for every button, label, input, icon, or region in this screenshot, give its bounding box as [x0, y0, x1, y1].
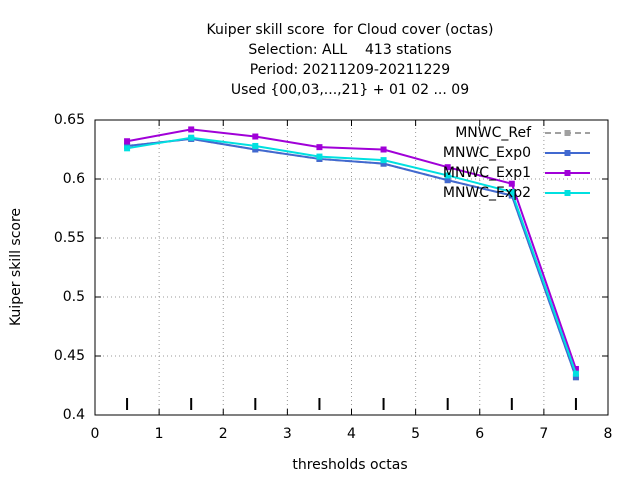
marker: [572, 370, 579, 377]
marker: [444, 177, 451, 184]
marker: [508, 180, 515, 187]
legend-marker: [564, 130, 571, 136]
x-tick-label: 8: [604, 426, 613, 442]
y-tick-label: 0.6: [63, 171, 85, 187]
legend-marker: [564, 150, 571, 156]
marker: [188, 126, 195, 133]
marker: [572, 365, 579, 372]
marker: [188, 134, 195, 141]
chart-title: Used {00,03,...,21} + 01 02 ... 09: [231, 82, 469, 98]
marker: [252, 133, 259, 140]
legend-marker: [564, 190, 571, 196]
y-tick-label: 0.65: [54, 112, 85, 128]
legend-label: MNWC_Exp2: [443, 185, 531, 201]
series-line: [126, 136, 577, 375]
x-tick-label: 6: [475, 426, 484, 442]
marker: [124, 138, 131, 145]
x-tick-label: 3: [283, 426, 292, 442]
chart-title: Kuiper skill score for Cloud cover (octa…: [206, 22, 493, 38]
y-tick-label: 0.4: [63, 407, 85, 423]
y-axis-label: Kuiper skill score: [8, 208, 24, 326]
series-line: [126, 128, 577, 370]
legend-label: MNWC_Exp0: [443, 145, 531, 161]
legend-label: MNWC_Exp1: [443, 165, 531, 181]
marker: [124, 145, 131, 152]
marker: [380, 146, 387, 153]
x-tick-label: 4: [347, 426, 356, 442]
y-tick-label: 0.5: [63, 289, 85, 305]
y-tick-label: 0.55: [54, 230, 85, 246]
marker: [508, 188, 515, 195]
x-axis-label: thresholds octas: [292, 457, 407, 473]
marker: [380, 157, 387, 164]
y-tick-label: 0.45: [54, 348, 85, 364]
marker: [572, 374, 579, 381]
marker: [380, 160, 387, 167]
legend-marker: [564, 170, 571, 176]
x-tick-label: 2: [219, 426, 228, 442]
marker: [444, 164, 451, 171]
x-tick-label: 0: [91, 426, 100, 442]
x-tick-label: 1: [155, 426, 164, 442]
marker: [444, 172, 451, 179]
series-line: [126, 137, 577, 378]
marker: [316, 153, 323, 160]
marker: [508, 192, 515, 199]
chart-title: Selection: ALL 413 stations: [248, 42, 451, 58]
x-tick-label: 5: [411, 426, 420, 442]
chart-title: Period: 20211209-20211229: [250, 62, 450, 78]
legend-label: MNWC_Ref: [455, 125, 532, 141]
marker: [252, 146, 259, 153]
marker: [316, 144, 323, 151]
x-tick-label: 7: [539, 426, 548, 442]
plot-border: [94, 119, 609, 416]
marker: [252, 142, 259, 149]
